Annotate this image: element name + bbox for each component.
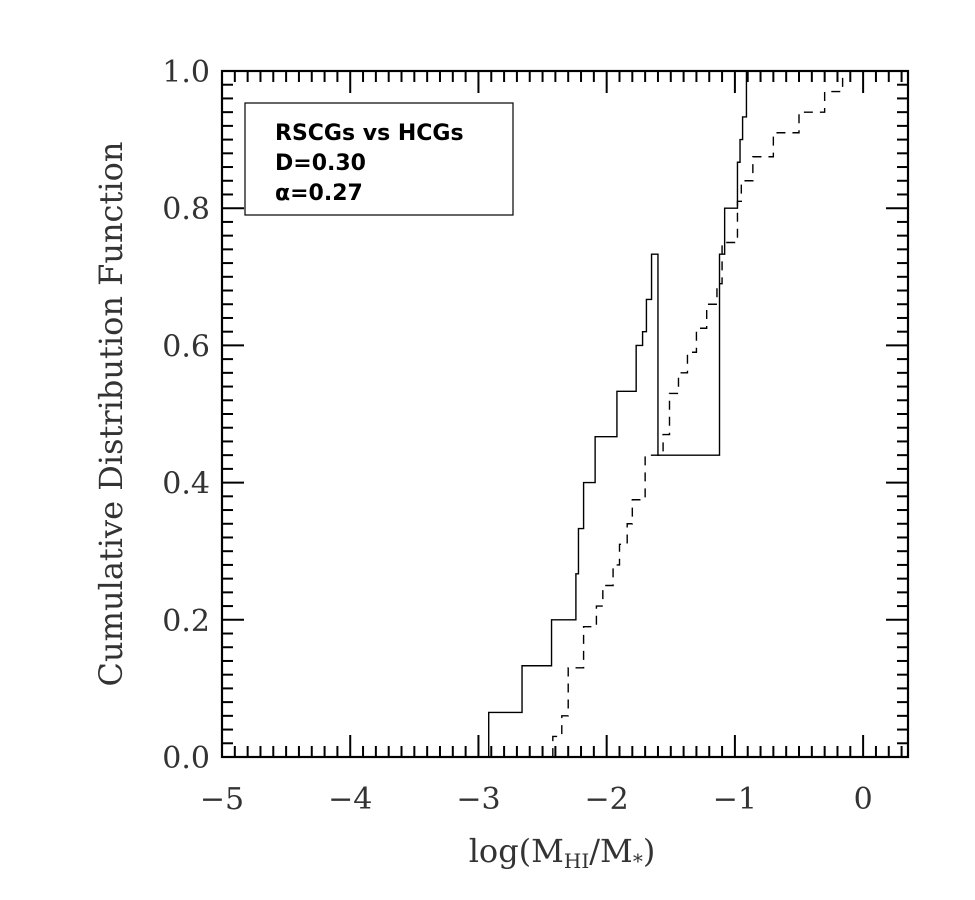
legend-line-1: RSCGs vs HCGs [275,121,464,146]
x-axis-title-sub2: * [633,849,643,873]
legend-line-2: D=0.30 [275,151,366,176]
y-axis-title: Cumulative Distribution Function [92,142,130,687]
x-axis-title-suffix: ) [643,832,655,870]
axis-ticks [221,70,908,758]
legend-box [244,102,514,216]
y-tick-label: 1.0 [162,55,210,90]
series-layer [319,71,844,758]
y-tick-label: 0.8 [162,192,210,227]
y-tick-label: 0.2 [162,604,210,639]
x-tick-label: 0 [854,782,873,817]
x-axis-title-prefix: log(M [469,832,564,870]
legend-line-3: α=0.27 [275,181,363,206]
x-tick-label: −5 [200,782,244,817]
y-tick-label: 0.6 [162,329,210,364]
x-axis-title-sub1: HI [564,849,589,873]
solid-step-series [319,71,748,758]
x-tick-label: −3 [456,782,500,817]
legend: RSCGs vs HCGs D=0.30 α=0.27 [244,102,514,216]
dashed-step-series [488,71,844,758]
y-tick-label: 0.4 [162,467,210,502]
x-tick-label: −1 [713,782,757,817]
x-tick-label: −4 [328,782,372,817]
tick-labels: −5 −4 −3 −2 −1 0 0.0 0.2 0.4 0.6 0.8 1.0 [162,55,872,817]
x-axis-title: log(MHI/M*) [469,832,656,873]
y-tick-label: 0.0 [162,741,210,776]
x-tick-label: −2 [585,782,629,817]
x-axis-title-middle: /M [589,832,633,870]
